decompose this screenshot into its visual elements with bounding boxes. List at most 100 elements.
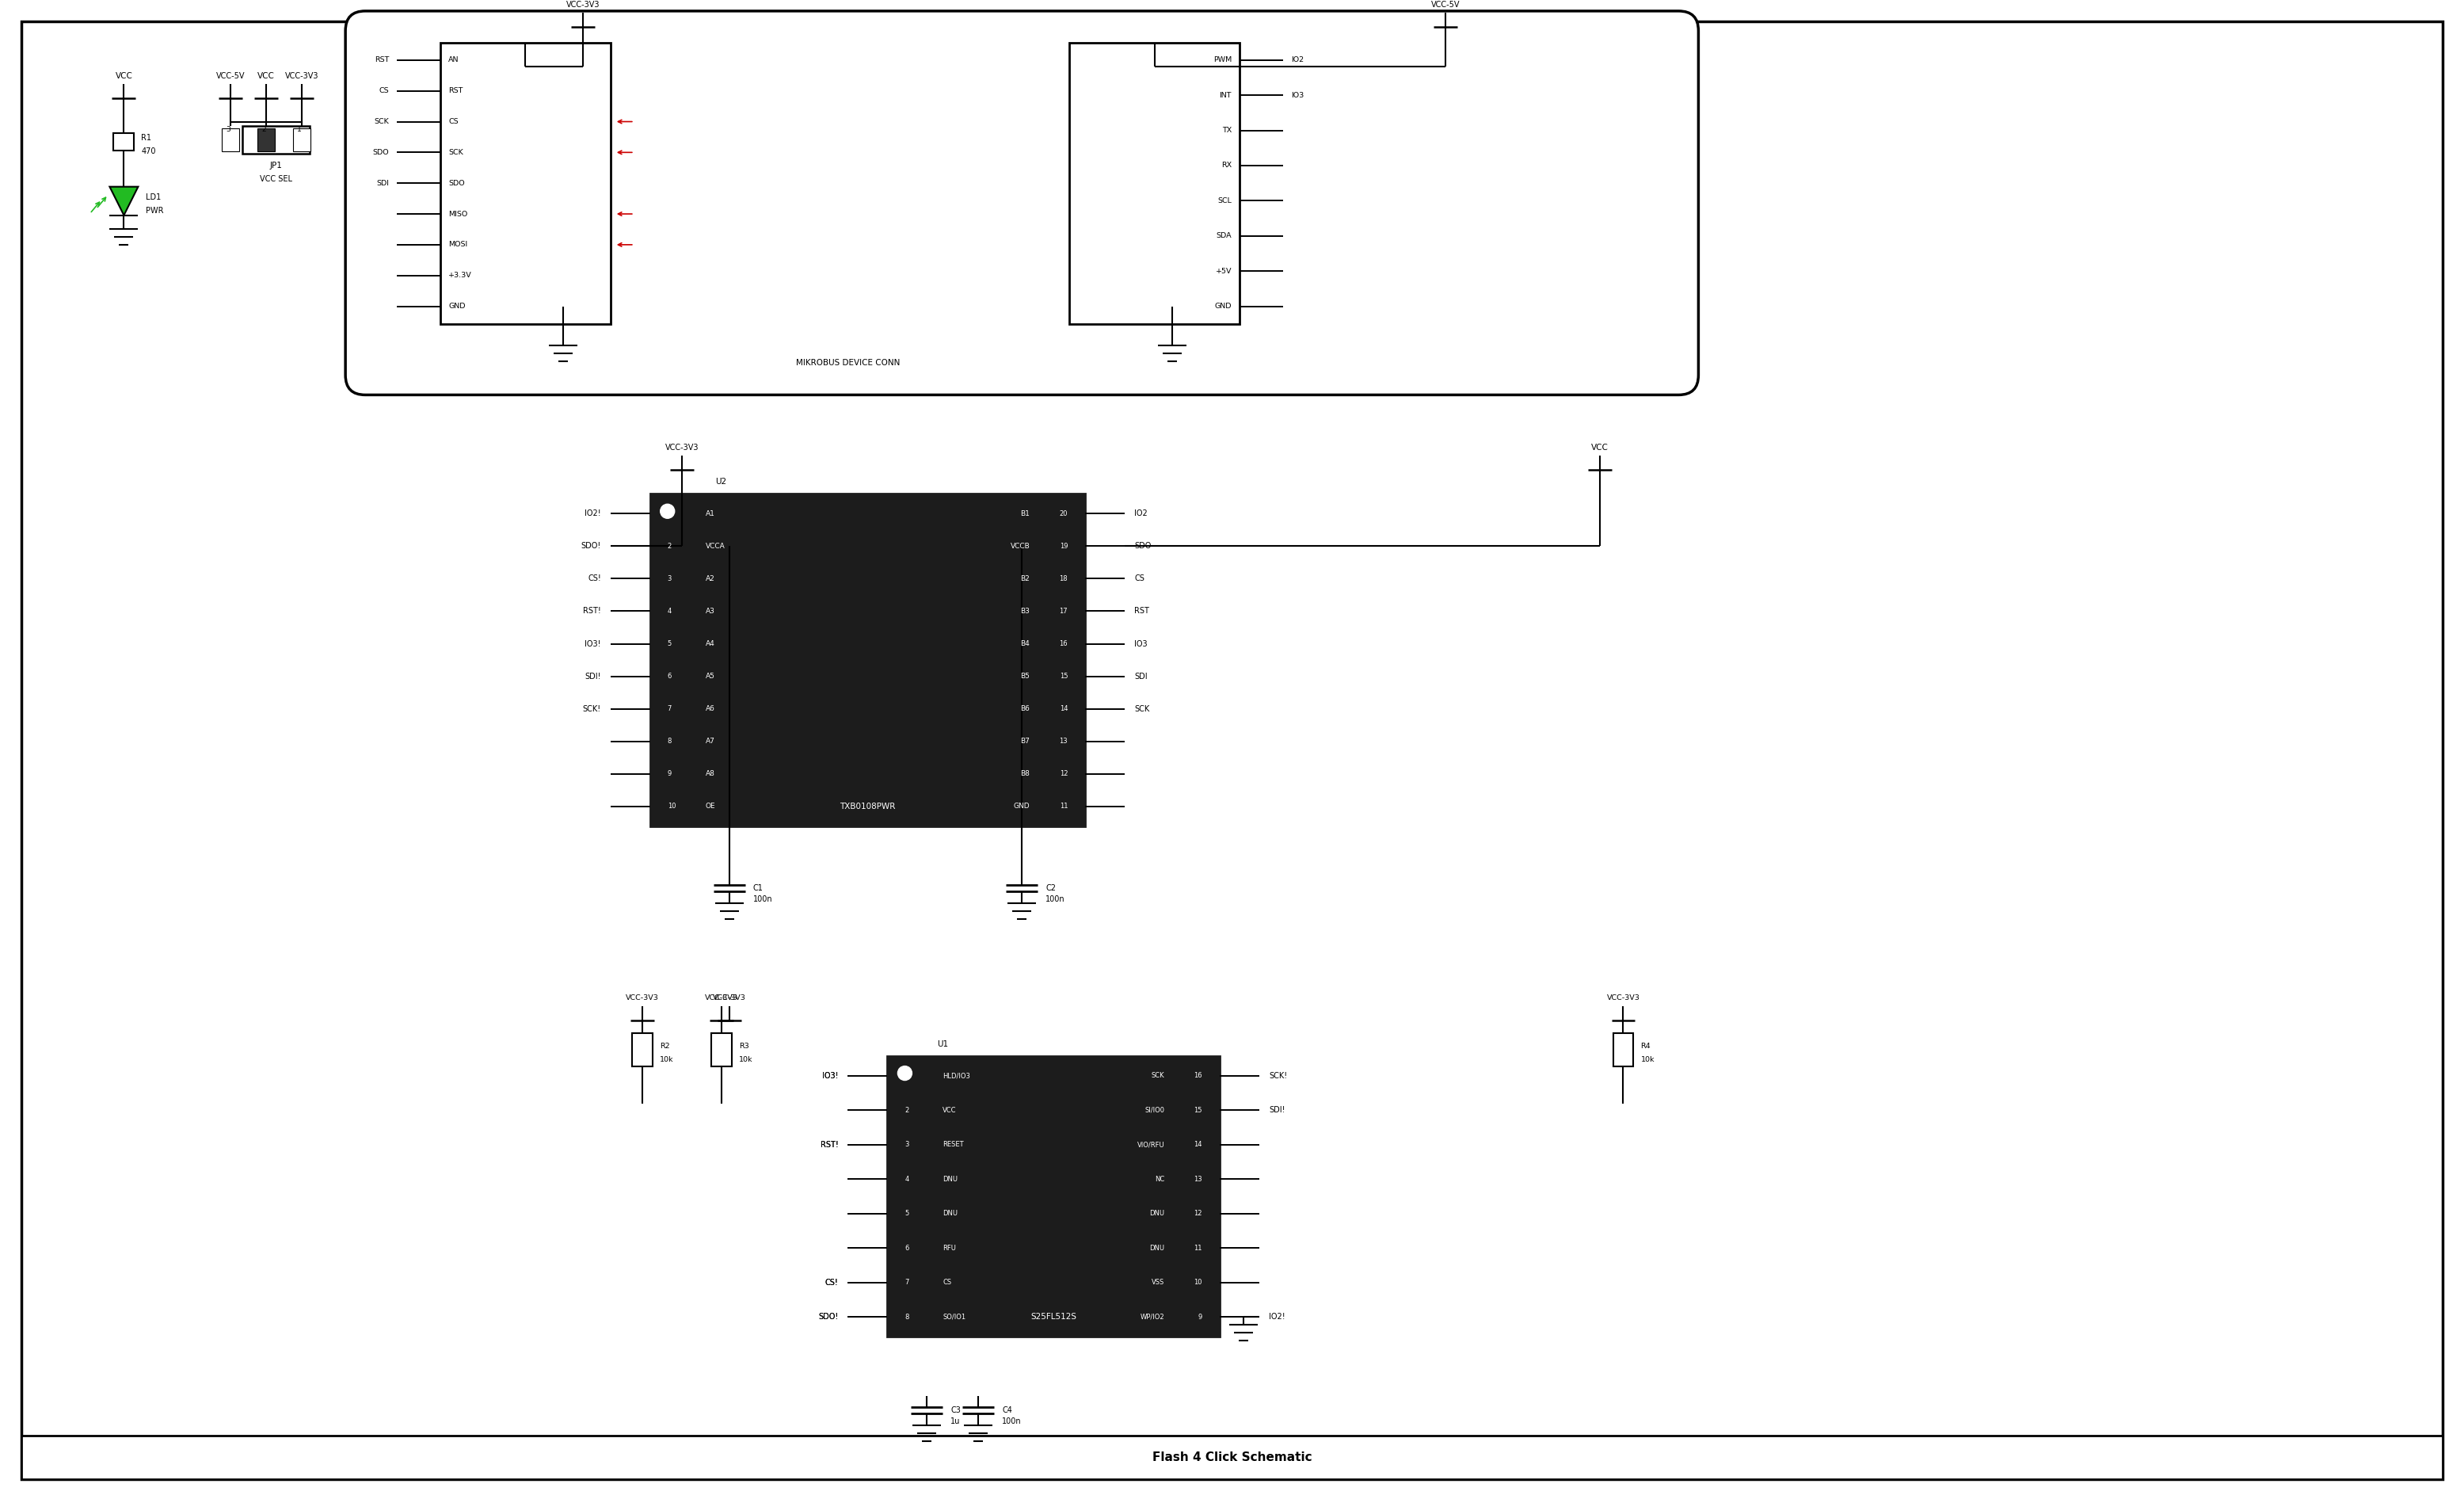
Text: 16: 16 <box>1060 640 1067 648</box>
Text: 8: 8 <box>668 738 673 745</box>
Text: CS: CS <box>1133 574 1143 583</box>
Text: Flash 4 Click Schematic: Flash 4 Click Schematic <box>1153 1451 1311 1463</box>
Text: MOSI: MOSI <box>448 241 468 249</box>
Text: DNU: DNU <box>944 1175 958 1183</box>
Bar <box>241 126 310 153</box>
Text: R3: R3 <box>739 1042 749 1049</box>
Text: 9: 9 <box>1198 1313 1202 1321</box>
Text: A4: A4 <box>705 640 715 648</box>
Text: 1: 1 <box>904 1072 909 1079</box>
Text: RST!: RST! <box>821 1141 838 1148</box>
Bar <box>1069 42 1239 324</box>
Text: RST!: RST! <box>821 1141 838 1148</box>
Bar <box>113 133 133 150</box>
Text: VCC: VCC <box>1592 444 1609 451</box>
Text: B4: B4 <box>1020 640 1030 648</box>
Text: CS!: CS! <box>825 1279 838 1286</box>
Circle shape <box>897 1066 912 1081</box>
Text: CS: CS <box>379 87 389 94</box>
Text: TXB0108PWR: TXB0108PWR <box>840 802 894 811</box>
Text: 13: 13 <box>1195 1175 1202 1183</box>
Text: VCC-5V: VCC-5V <box>217 72 244 79</box>
Text: VSS: VSS <box>1151 1279 1165 1286</box>
Text: U1: U1 <box>936 1040 949 1048</box>
Text: B1: B1 <box>1020 510 1030 517</box>
Text: VCC SEL: VCC SEL <box>261 175 293 183</box>
Text: 1u: 1u <box>951 1418 961 1426</box>
Text: TX: TX <box>1222 127 1232 133</box>
Text: IO2!: IO2! <box>1269 1313 1286 1321</box>
Text: 10: 10 <box>668 803 675 809</box>
Text: 11: 11 <box>1060 803 1067 809</box>
Text: RST!: RST! <box>584 607 601 615</box>
Bar <box>1614 1033 1634 1066</box>
Text: R1: R1 <box>140 133 153 141</box>
Text: VCC-3V3: VCC-3V3 <box>665 444 697 451</box>
Text: C3: C3 <box>951 1406 961 1415</box>
Text: 13: 13 <box>1060 738 1067 745</box>
Text: 10k: 10k <box>739 1055 752 1063</box>
Text: S25FL512S: S25FL512S <box>1030 1313 1077 1321</box>
Text: DNU: DNU <box>944 1210 958 1217</box>
Text: WP/IO2: WP/IO2 <box>1141 1313 1165 1321</box>
Text: SDA: SDA <box>1217 232 1232 240</box>
Text: SO/IO1: SO/IO1 <box>944 1313 966 1321</box>
Text: 14: 14 <box>1060 705 1067 712</box>
Text: SCK!: SCK! <box>1269 1072 1286 1079</box>
Text: SI/IO0: SI/IO0 <box>1146 1106 1165 1114</box>
Circle shape <box>660 504 675 519</box>
Text: RST: RST <box>375 57 389 63</box>
Text: +3.3V: +3.3V <box>448 271 471 279</box>
Text: 3: 3 <box>227 126 232 133</box>
Text: 10k: 10k <box>1641 1055 1653 1063</box>
Text: JP1: JP1 <box>271 162 283 169</box>
Text: VCC-3V3: VCC-3V3 <box>286 72 318 79</box>
Text: PWM: PWM <box>1212 57 1232 63</box>
Text: A6: A6 <box>705 705 715 712</box>
Text: DNU: DNU <box>1148 1210 1165 1217</box>
Text: 100n: 100n <box>754 895 771 902</box>
Text: A7: A7 <box>705 738 715 745</box>
Text: R2: R2 <box>660 1042 670 1049</box>
FancyBboxPatch shape <box>345 10 1698 394</box>
Text: VCC-3V3: VCC-3V3 <box>705 994 737 1001</box>
Text: 4: 4 <box>904 1175 909 1183</box>
Text: 4: 4 <box>668 607 673 615</box>
Text: GND: GND <box>448 303 466 310</box>
Text: B5: B5 <box>1020 673 1030 681</box>
Text: CS: CS <box>944 1279 951 1286</box>
Text: VCC: VCC <box>259 72 276 79</box>
Text: SCK: SCK <box>1151 1072 1165 1079</box>
Text: PWR: PWR <box>145 207 165 214</box>
Text: CS!: CS! <box>589 574 601 583</box>
Text: 17: 17 <box>1060 607 1067 615</box>
Text: SDI: SDI <box>377 180 389 187</box>
Text: 6: 6 <box>668 673 673 681</box>
Text: SDI: SDI <box>1133 673 1148 681</box>
Text: VCC-3V3: VCC-3V3 <box>712 994 747 1001</box>
Bar <box>259 127 276 151</box>
Text: SCK: SCK <box>448 148 463 156</box>
Text: B7: B7 <box>1020 738 1030 745</box>
Text: CS: CS <box>448 118 458 126</box>
Text: A8: A8 <box>705 770 715 778</box>
Text: 5: 5 <box>668 640 673 648</box>
Text: DNU: DNU <box>1148 1244 1165 1252</box>
Text: 100n: 100n <box>1003 1418 1023 1426</box>
Bar <box>887 1055 1220 1337</box>
Text: VCC-3V3: VCC-3V3 <box>1607 994 1641 1001</box>
Text: MISO: MISO <box>448 210 468 217</box>
Text: 16: 16 <box>1195 1072 1202 1079</box>
Text: 8: 8 <box>904 1313 909 1321</box>
Text: 20: 20 <box>1060 510 1067 517</box>
Text: VCC-3V3: VCC-3V3 <box>567 0 599 9</box>
Text: RST: RST <box>1133 607 1148 615</box>
Bar <box>631 1033 653 1066</box>
Text: IO3!: IO3! <box>823 1072 838 1079</box>
Text: 11: 11 <box>1195 1244 1202 1252</box>
Text: B8: B8 <box>1020 770 1030 778</box>
Text: RFU: RFU <box>944 1244 956 1252</box>
Text: SCK: SCK <box>1133 705 1151 714</box>
Text: 7: 7 <box>904 1279 909 1286</box>
Text: CS!: CS! <box>825 1279 838 1286</box>
